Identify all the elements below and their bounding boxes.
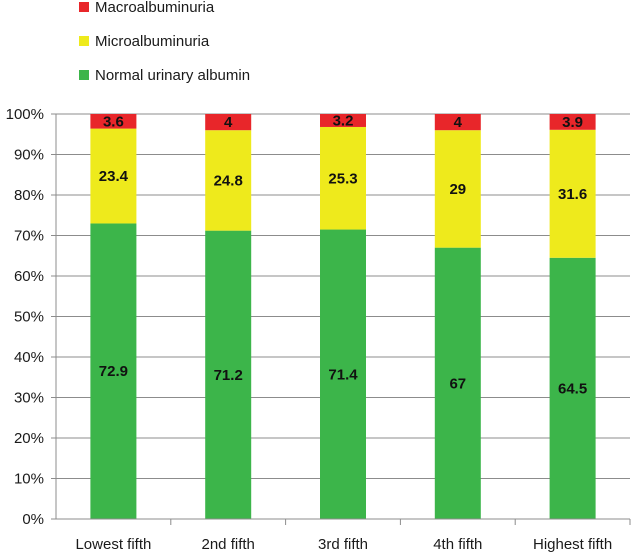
x-tick-label-2nd-fifth: 2nd fifth [202,536,255,553]
data-label-normal-urinary-albumin-3rd-fifth: 71.4 [328,366,358,383]
y-tick-label: 0% [22,511,44,528]
data-label-normal-urinary-albumin-4th-fifth: 67 [449,375,466,392]
bar-macroalbuminuria-3rd-fifth [320,114,366,127]
x-tick-label-lowest-fifth: Lowest fifth [75,536,151,553]
data-label-macroalbuminuria-3rd-fifth: 3.2 [333,112,354,129]
y-tick-label: 100% [6,106,44,123]
y-tick-label: 10% [14,471,44,488]
data-label-macroalbuminuria-2nd-fifth: 4 [224,114,233,131]
bar-macroalbuminuria-2nd-fifth [205,114,252,131]
y-tick-label: 50% [14,309,44,326]
bar-macroalbuminuria-highest-fifth [549,114,596,130]
bar-microalbuminuria-lowest-fifth [90,128,137,224]
y-tick-label: 80% [14,187,44,204]
bar-microalbuminuria-2nd-fifth [205,130,252,231]
legend-swatch-macroalbuminuria [79,2,89,12]
data-label-normal-urinary-albumin-2nd-fifth: 71.2 [214,367,243,384]
y-tick-label: 20% [14,430,44,447]
legend-swatch-microalbuminuria [79,36,89,46]
bar-normal-urinary-albumin-2nd-fifth [205,230,252,519]
x-tick-label-highest-fifth: Highest fifth [533,536,612,553]
bar-normal-urinary-albumin-3rd-fifth [320,229,366,520]
bar-macroalbuminuria-lowest-fifth [90,114,137,129]
x-tick-label-4th-fifth: 4th fifth [433,536,482,553]
data-label-macroalbuminuria-4th-fifth: 4 [454,114,463,131]
data-label-normal-urinary-albumin-highest-fifth: 64.5 [558,380,587,397]
bar-macroalbuminuria-4th-fifth [434,114,481,131]
legend-label-normal-urinary-albumin: Normal urinary albumin [95,67,250,84]
data-label-macroalbuminuria-lowest-fifth: 3.6 [103,113,124,130]
data-label-microalbuminuria-lowest-fifth: 23.4 [99,168,129,185]
legend-label-microalbuminuria: Microalbuminuria [95,33,210,50]
bar-normal-urinary-albumin-lowest-fifth [90,223,137,519]
bar-microalbuminuria-3rd-fifth [320,126,366,230]
y-tick-label: 60% [14,268,44,285]
bars: 72.9 23.4 3.6 71.2 24.8 4 71.4 25.3 3.2 67 29 4 64.5… [90,112,596,520]
y-axis: 0% 10% 20% 30% 40% 50% 60% 70% 80% 90% 100% [6,106,57,528]
y-tick-label: 70% [14,228,44,245]
bar-normal-urinary-albumin-4th-fifth [434,247,481,519]
y-tick-label: 30% [14,390,44,407]
x-tick-label-3rd-fifth: 3rd fifth [318,536,368,553]
legend: Macroalbuminuria Microalbuminuria Normal u… [79,0,250,84]
data-label-microalbuminuria-4th-fifth: 29 [449,181,466,198]
data-label-macroalbuminuria-highest-fifth: 3.9 [562,114,583,131]
y-tick-label: 90% [14,147,44,164]
data-label-normal-urinary-albumin-lowest-fifth: 72.9 [99,363,128,380]
legend-label-macroalbuminuria: Macroalbuminuria [95,0,215,16]
y-tick-label: 40% [14,349,44,366]
data-label-microalbuminuria-2nd-fifth: 24.8 [214,172,243,189]
data-label-microalbuminuria-highest-fifth: 31.6 [558,186,587,203]
data-label-microalbuminuria-3rd-fifth: 25.3 [328,170,357,187]
bar-microalbuminuria-4th-fifth [434,130,481,248]
bar-microalbuminuria-highest-fifth [549,129,596,258]
bar-normal-urinary-albumin-highest-fifth [549,257,596,519]
x-axis: Lowest fifth 2nd fifth 3rd fifth 4th fifth H… [56,518,631,553]
legend-swatch-normal-urinary-albumin [79,70,89,80]
